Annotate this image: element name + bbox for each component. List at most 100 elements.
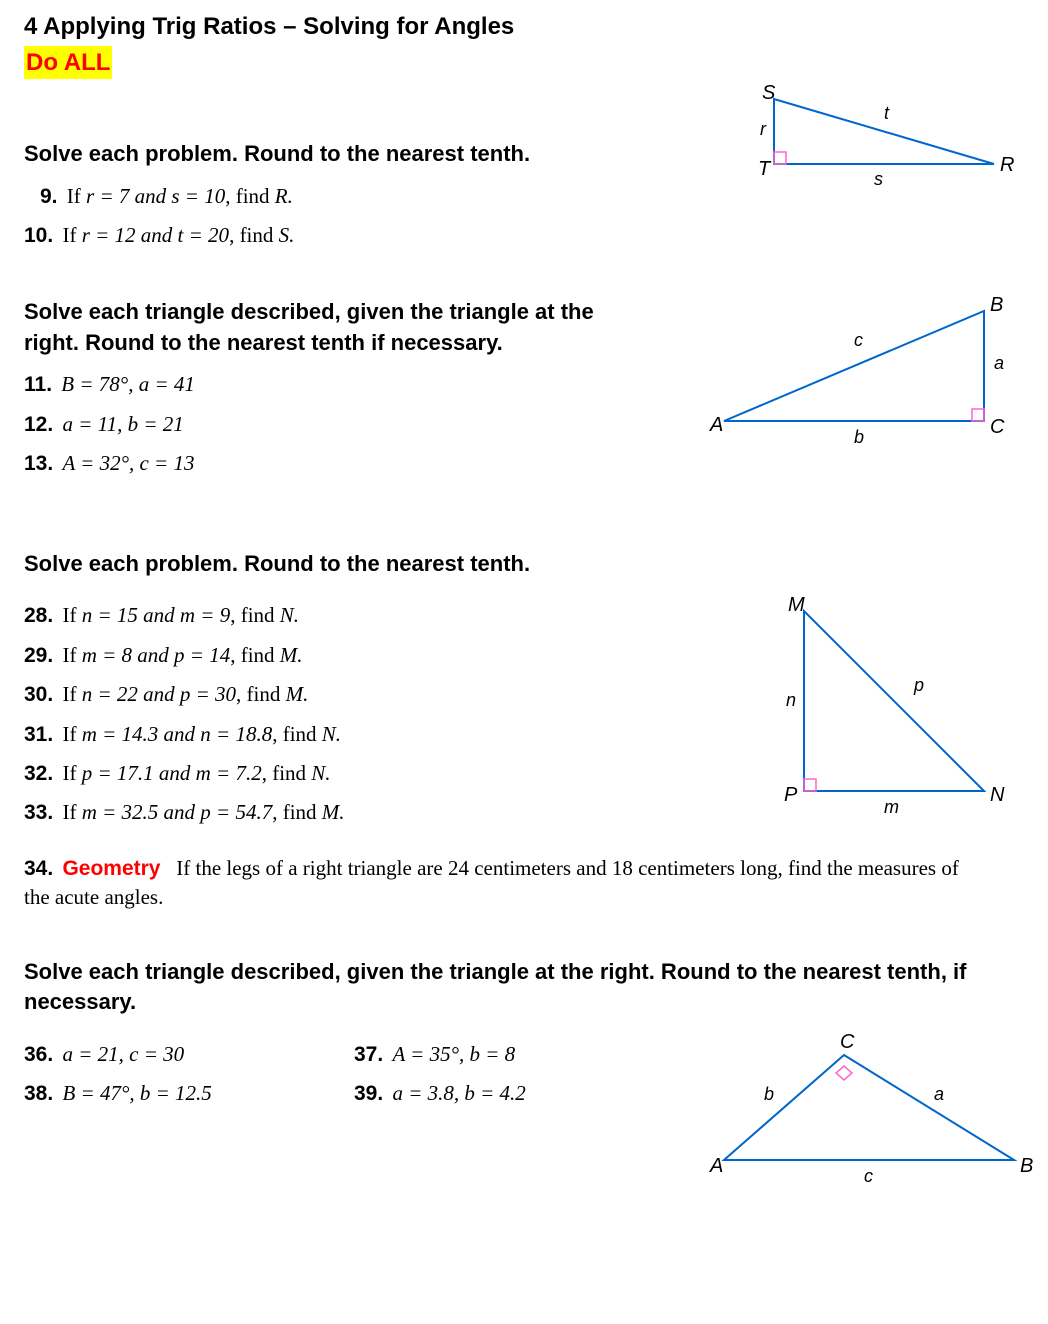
text: , find <box>229 223 279 247</box>
problem-38: 38. B = 47°, b = 12.5 <box>24 1079 354 1108</box>
expr: m = 8 and p = 14 <box>82 643 231 667</box>
side-r: r <box>760 119 767 139</box>
problem-36: 36. a = 21, c = 30 <box>24 1040 354 1069</box>
expr: B = 47°, b = 12.5 <box>62 1081 211 1105</box>
text: , find <box>236 682 286 706</box>
side-t: t <box>884 103 890 123</box>
expr: r = 12 and t = 20 <box>82 223 229 247</box>
page-title: 4 Applying Trig Ratios – Solving for Ang… <box>24 10 1024 44</box>
vertex-A: A <box>709 1155 723 1177</box>
vertex-B: B <box>990 294 1003 316</box>
find: N. <box>322 722 341 746</box>
text: If <box>62 603 81 627</box>
text: , find <box>262 761 312 785</box>
problem-number: 9. <box>40 185 58 208</box>
figure-triangle-abc2: C A B b a c <box>704 1030 1044 1198</box>
problem-11: 11. B = 78°, a = 41 <box>24 370 684 399</box>
expr: a = 21, c = 30 <box>62 1042 184 1066</box>
side-p: p <box>913 675 924 695</box>
expr: A = 32°, c = 13 <box>62 451 194 475</box>
figure-triangle-abc: A B C c a b <box>704 291 1024 469</box>
problem-number: 29. <box>24 644 53 667</box>
side-m: m <box>884 797 899 817</box>
problem-number: 31. <box>24 723 53 746</box>
vertex-C: C <box>990 416 1005 438</box>
text: If <box>62 682 81 706</box>
vertex-P: P <box>784 784 798 806</box>
section1-instruction: Solve each problem. Round to the nearest… <box>24 139 724 170</box>
side-n: n <box>786 690 796 710</box>
expr: a = 11, b = 21 <box>62 412 183 436</box>
text: , find <box>225 184 275 208</box>
expr: a = 3.8, b = 4.2 <box>392 1081 525 1105</box>
problem-number: 28. <box>24 604 53 627</box>
problem-31: 31. If m = 14.3 and n = 18.8, find N. <box>24 720 744 749</box>
figure-triangle-str: S T R r t s <box>744 79 1024 207</box>
find: M. <box>322 800 345 824</box>
vertex-N: N <box>990 784 1005 806</box>
vertex-B: B <box>1020 1155 1033 1177</box>
problem-12: 12. a = 11, b = 21 <box>24 410 684 439</box>
problem-28: 28. If n = 15 and m = 9, find N. <box>24 601 744 630</box>
vertex-R: R <box>1000 154 1014 176</box>
problem-32: 32. If p = 17.1 and m = 7.2, find N. <box>24 759 744 788</box>
problem-number: 33. <box>24 801 53 824</box>
vertex-S: S <box>762 82 776 104</box>
section3-instruction: Solve each problem. Round to the nearest… <box>24 549 1024 580</box>
text: If <box>62 722 81 746</box>
problem-29: 29. If m = 8 and p = 14, find M. <box>24 641 744 670</box>
side-s: s <box>874 169 883 189</box>
do-all-label: Do ALL <box>24 46 112 80</box>
geometry-label: Geometry <box>62 857 160 880</box>
vertex-T: T <box>758 158 772 180</box>
find: N. <box>311 761 330 785</box>
problem-9: 9. If r = 7 and s = 10, find R. <box>40 182 724 211</box>
problem-number: 34. <box>24 857 53 880</box>
problem-30: 30. If n = 22 and p = 30, find M. <box>24 680 744 709</box>
find: N. <box>280 603 299 627</box>
vertex-C: C <box>840 1031 855 1053</box>
text: If <box>62 643 81 667</box>
text: If <box>67 184 86 208</box>
text: If the legs of a right triangle are 24 c… <box>24 856 959 909</box>
problem-33: 33. If m = 32.5 and p = 54.7, find M. <box>24 798 744 827</box>
problem-number: 13. <box>24 452 53 475</box>
side-c: c <box>864 1166 873 1186</box>
find: R. <box>275 184 293 208</box>
side-c: c <box>854 330 863 350</box>
expr: B = 78°, a = 41 <box>61 372 195 396</box>
side-a: a <box>934 1084 944 1104</box>
problem-number: 38. <box>24 1082 53 1105</box>
problem-number: 11. <box>24 373 52 396</box>
text: If <box>62 800 81 824</box>
text: If <box>62 223 81 247</box>
problem-number: 12. <box>24 413 53 436</box>
problem-39: 39. a = 3.8, b = 4.2 <box>354 1079 684 1108</box>
expr: p = 17.1 and m = 7.2 <box>82 761 262 785</box>
expr: A = 35°, b = 8 <box>392 1042 515 1066</box>
side-b: b <box>854 427 864 447</box>
expr: m = 32.5 and p = 54.7 <box>82 800 273 824</box>
find: M. <box>280 643 303 667</box>
side-b: b <box>764 1084 774 1104</box>
find: M. <box>286 682 309 706</box>
expr: n = 15 and m = 9 <box>82 603 231 627</box>
text: , find <box>230 603 280 627</box>
problem-number: 10. <box>24 224 53 247</box>
text: , find <box>272 800 322 824</box>
problem-number: 30. <box>24 683 53 706</box>
vertex-A: A <box>709 414 723 436</box>
problem-number: 37. <box>354 1043 383 1066</box>
section2-instruction: Solve each triangle described, given the… <box>24 297 644 359</box>
problem-number: 32. <box>24 762 53 785</box>
problem-10: 10. If r = 12 and t = 20, find S. <box>24 221 724 250</box>
figure-triangle-mpn: M P N n p m <box>764 591 1024 839</box>
problem-34: 34. Geometry If the legs of a right tria… <box>24 854 984 913</box>
vertex-M: M <box>788 594 805 616</box>
side-a: a <box>994 353 1004 373</box>
text: , find <box>230 643 280 667</box>
find: S. <box>279 223 295 247</box>
expr: m = 14.3 and n = 18.8 <box>82 722 273 746</box>
problem-13: 13. A = 32°, c = 13 <box>24 449 684 478</box>
problem-37: 37. A = 35°, b = 8 <box>354 1040 684 1069</box>
